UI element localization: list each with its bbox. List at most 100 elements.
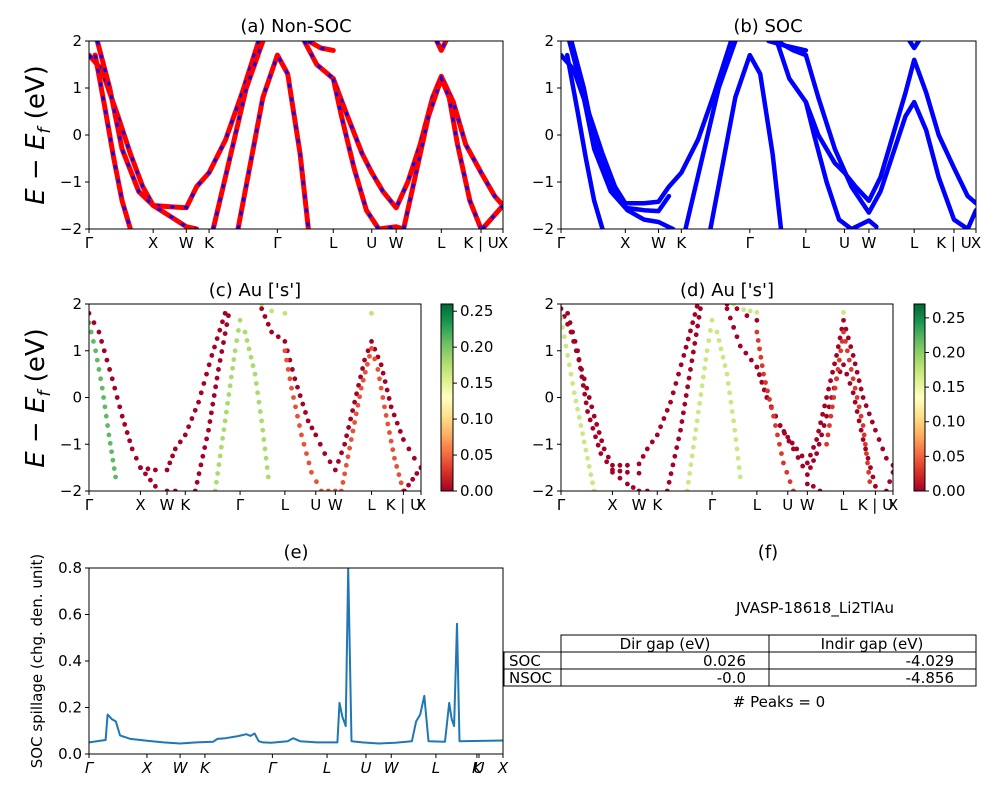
projection-point (728, 399, 734, 405)
projection-point (299, 432, 304, 438)
x-tick-label: Γ (746, 234, 755, 252)
projection-point (795, 455, 801, 460)
projection-point (340, 480, 346, 485)
projection-point (724, 306, 730, 312)
projection-point (585, 409, 590, 414)
projection-point (563, 343, 569, 349)
y-tick-label: −1 (532, 435, 554, 453)
gap-table: Dir gap (eV) Indir gap (eV) SOC 0.026 -4… (503, 634, 977, 687)
projection-point (604, 459, 610, 465)
projection-point (109, 376, 115, 382)
band-line (907, 41, 921, 51)
projection-point (391, 412, 397, 418)
projection-point (754, 329, 760, 335)
projection-point (828, 413, 834, 419)
projection-point (565, 353, 571, 358)
projection-point (578, 365, 583, 371)
panel-a-title: (a) Non-SOC (240, 16, 351, 37)
projection-point (791, 488, 796, 491)
projection-point (342, 441, 348, 447)
y-tick-label: −1 (60, 435, 82, 453)
projection-point (864, 451, 869, 456)
projection-point (377, 376, 382, 382)
x-tick-label: L (329, 234, 338, 252)
projection-point (573, 398, 579, 404)
projection-point (831, 395, 837, 400)
projection-point (860, 423, 866, 428)
projection-point (375, 367, 381, 372)
projection-point (230, 365, 235, 371)
projection-point (127, 438, 133, 444)
projection-point (112, 385, 118, 391)
projection-point (219, 349, 225, 354)
projection-point (686, 479, 691, 485)
projection-point (685, 336, 691, 342)
projection-point (724, 304, 730, 307)
projection-point (743, 350, 749, 356)
projection-point (869, 419, 875, 425)
projection-point (113, 474, 118, 480)
projection-point (322, 451, 328, 456)
svg-text:E − Ef (eV): E − Ef (eV) (21, 65, 55, 205)
projection-point (845, 335, 851, 341)
projection-point (561, 315, 564, 321)
band-line-dashed (481, 204, 503, 229)
band-line (708, 52, 784, 229)
projection-point (384, 387, 390, 393)
projection-point (580, 383, 586, 388)
projection-point (858, 427, 864, 433)
projection-point (103, 413, 109, 419)
projection-point (759, 363, 765, 369)
projection-point (734, 446, 740, 452)
projection-point (282, 310, 288, 316)
projection-point (196, 399, 201, 405)
band-line-dashed (435, 41, 448, 54)
projection-point (362, 357, 367, 363)
projection-point (729, 409, 735, 414)
projection-point (732, 427, 738, 433)
x-tick-label: L (802, 234, 811, 252)
projection-point (819, 432, 825, 438)
projection-point (804, 481, 810, 487)
projection-point (208, 410, 214, 416)
projection-point (821, 423, 827, 428)
projection-point (198, 390, 204, 396)
colorbar (440, 303, 454, 492)
projection-point (591, 488, 597, 491)
projection-point (771, 413, 776, 419)
colorbar-tick-label: 0.20 (932, 343, 965, 361)
projection-point (693, 332, 699, 338)
projection-point (876, 437, 882, 442)
x-tick-label: K | U (463, 234, 498, 252)
projection-point (350, 408, 356, 413)
projection-point (206, 427, 211, 433)
band-line-dashed (302, 41, 503, 211)
projection-point (358, 374, 363, 380)
y-tick-label: 0.2 (58, 699, 82, 717)
projection-point (145, 466, 151, 472)
projection-point (202, 445, 208, 450)
y-tick-label: 0.4 (58, 652, 82, 670)
projection-point (343, 462, 349, 468)
x-tick-label: K (204, 234, 215, 252)
projection-point (570, 329, 576, 335)
projection-point (844, 348, 850, 354)
projection-point (228, 374, 234, 380)
x-tick-label: W (173, 759, 189, 777)
projection-point (300, 401, 306, 407)
projection-point (214, 375, 220, 381)
y-tick-label: −2 (60, 220, 82, 238)
band-line-dashed (93, 54, 132, 229)
x-tick-label: Γ (557, 496, 566, 514)
projection-point (186, 424, 192, 430)
projection-point (284, 357, 289, 363)
projection-point (695, 323, 700, 329)
y-tick-label: 0 (72, 126, 82, 144)
projection-point (865, 460, 870, 466)
projection-point (282, 339, 288, 344)
projection-point (684, 488, 690, 491)
projection-point (810, 483, 816, 489)
projection-point (192, 407, 198, 413)
projection-point (777, 423, 783, 428)
projection-point (586, 395, 592, 400)
